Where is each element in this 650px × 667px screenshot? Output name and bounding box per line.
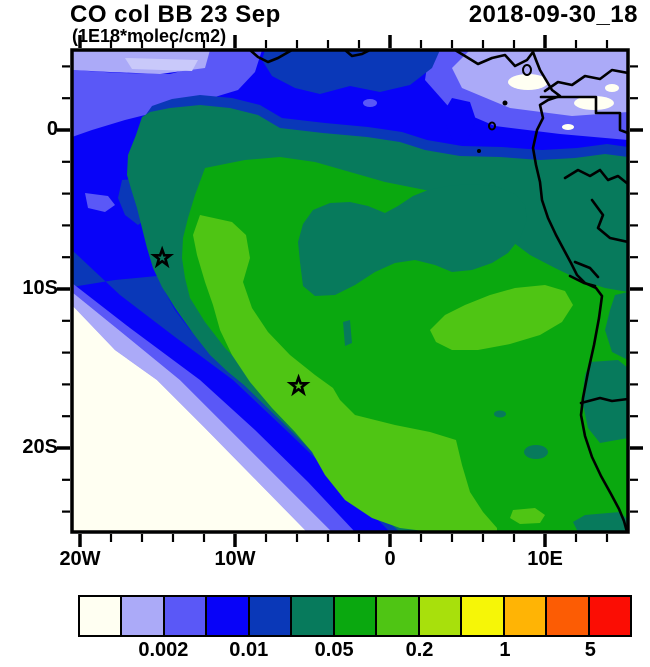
colorbar-cell [547,597,590,635]
contour-periwinkle-diagonal [72,283,355,532]
colorbar-label: 5 [584,639,596,661]
contour-teal-coastal-5 [494,410,506,418]
contour-lavender-diagonal [72,292,332,532]
colorbar-label: 0.01 [229,639,269,661]
contour-periwinkle-blob-left [85,193,115,212]
border-cabinda-2 [568,274,597,288]
contour-white-patch-4 [562,124,574,130]
y-tick-label: 20S [22,436,58,458]
x-tick-label: 20W [59,548,101,570]
coastline-west-africa [453,50,628,532]
contour-field [72,50,628,532]
y-axis-labels: 0 10S 20S [0,0,58,667]
contour-teal-coastal-4 [573,512,628,532]
star-marker [150,245,175,269]
contour-navy-top-patch [262,50,440,94]
contour-navy-north-band [142,95,628,166]
x-axis-labels: 20W 10W 0 10E [0,548,650,574]
contour-white-southwest [72,305,307,532]
border-cabinda-1 [573,260,600,279]
colorbar-cell [589,597,631,635]
contour-white-patch-2 [574,96,614,110]
contour-periwinkle-topleft [72,50,262,137]
colorbar-cell [334,597,378,635]
y-tick-label: 10S [22,277,58,299]
colorbar-cell [462,597,505,635]
colorbar-cell [122,597,165,635]
x-tick-label: 10E [527,548,563,570]
contour-periwinkle-speck [363,99,377,107]
contour-pale-patch-topleft [125,58,198,71]
contour-white-patch-1 [508,74,548,90]
colorbar-label: 1 [499,639,511,661]
axis-ticks [57,35,643,547]
plot-title: CO col BB 23 Sep [70,1,281,28]
colorbar-cell [504,597,548,635]
colorbar-label: 0.2 [405,639,434,661]
colorbar-cell [207,597,250,635]
colorbar-cell [249,597,293,635]
island-annobon [477,149,481,153]
contour-lightgreen-swath [193,215,497,532]
x-tick-label: 10W [214,548,256,570]
colorbar-cell [377,597,420,635]
star-marker [286,373,311,397]
fire-location-stars [150,245,311,397]
colorbar-labels: 0.002 0.01 0.05 0.2 1 5 [78,639,633,663]
contour-teal-coastal-3 [524,445,548,459]
border-angola-namibia [579,396,628,405]
timestamp-label: 2018-09-30_18 [468,1,638,28]
contour-teal-tongue [298,184,527,296]
colorbar-cell [292,597,335,635]
island-bioko [522,64,532,76]
contour-lightgreen-small [510,508,545,524]
colorbar-label: 0.002 [138,639,189,661]
colorbar-cell [80,597,123,635]
colorbar [78,595,632,637]
island-principe [502,100,508,106]
contour-white-patch-3 [605,84,619,92]
coastline-gulf-of-guinea-sliver-1 [248,50,294,64]
border-cameroon-south [539,95,628,135]
contour-teal-coastal-1 [605,292,628,360]
contour-navy-diagonal-band [72,250,406,532]
contour-lightgreen-east-lens [430,285,573,350]
contour-teal-coastal-2 [582,360,628,443]
border-gabon-congo [563,168,628,186]
contour-teal-streak [343,320,352,346]
border-nigeria-cameroon [543,68,628,93]
colorbar-cell [419,597,463,635]
y-tick-label: 0 [46,118,58,140]
island-sao-tome [488,121,496,131]
x-tick-label: 0 [384,548,396,570]
gulf-islands [477,64,532,153]
map-frame [70,48,630,534]
contour-green-main [182,157,628,532]
contour-blue-patch-northeast [446,98,476,146]
border-congo-drc [590,198,628,244]
colorbar-label: 0.05 [314,639,354,661]
colorbar-cell [164,597,208,635]
coastline-gulf-of-guinea-sliver-2 [343,50,372,58]
